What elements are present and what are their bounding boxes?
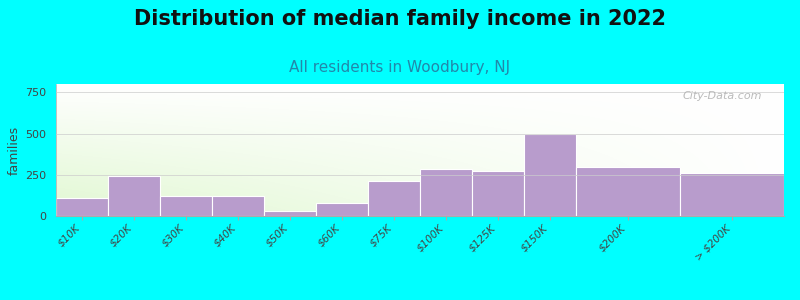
Bar bbox=[160, 196, 212, 216]
Text: City-Data.com: City-Data.com bbox=[682, 91, 762, 100]
Bar bbox=[472, 171, 524, 216]
Y-axis label: families: families bbox=[8, 125, 21, 175]
Bar bbox=[368, 181, 420, 216]
Bar bbox=[316, 203, 368, 216]
Bar bbox=[56, 198, 108, 216]
Bar bbox=[680, 173, 784, 216]
Text: Distribution of median family income in 2022: Distribution of median family income in … bbox=[134, 9, 666, 29]
Text: All residents in Woodbury, NJ: All residents in Woodbury, NJ bbox=[290, 60, 510, 75]
Bar bbox=[108, 176, 160, 216]
Bar bbox=[264, 211, 316, 216]
Bar bbox=[420, 169, 472, 216]
Bar bbox=[524, 134, 576, 216]
Bar bbox=[576, 167, 680, 216]
Bar bbox=[212, 196, 264, 216]
